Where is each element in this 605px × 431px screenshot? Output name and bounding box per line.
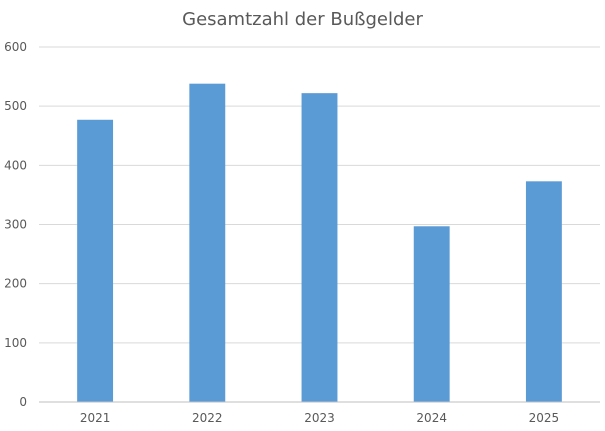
y-tick-label: 600 — [4, 40, 27, 54]
bar-2024 — [413, 226, 450, 402]
tick-labels: 0 100 200 300 400 500 600 2021 2022 2023 2024 2025 — [4, 40, 559, 425]
x-tick-label: 2023 — [304, 411, 335, 425]
y-tick-label: 0 — [19, 395, 27, 409]
x-tick-label: 2021 — [80, 411, 111, 425]
x-tick-label: 2024 — [416, 411, 447, 425]
x-tick-label: 2022 — [192, 411, 223, 425]
bar-2023 — [301, 93, 338, 403]
x-tick-label: 2025 — [529, 411, 560, 425]
bars — [77, 83, 562, 403]
y-tick-label: 300 — [4, 218, 27, 232]
bar-2022 — [189, 83, 226, 402]
y-tick-label: 200 — [4, 277, 27, 291]
bar-2021 — [77, 119, 114, 403]
y-tick-label: 400 — [4, 158, 27, 172]
bar-2025 — [525, 181, 562, 402]
y-tick-label: 100 — [4, 336, 27, 350]
chart-title: Gesamtzahl der Bußgelder — [182, 9, 423, 30]
y-tick-label: 500 — [4, 99, 27, 113]
